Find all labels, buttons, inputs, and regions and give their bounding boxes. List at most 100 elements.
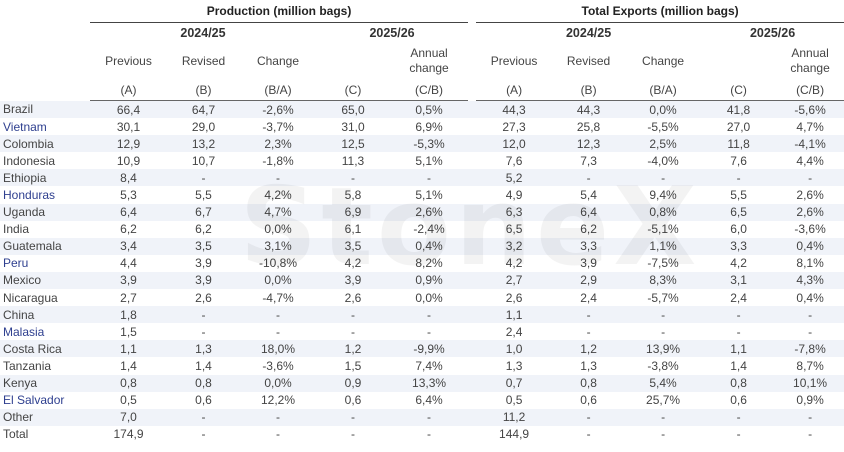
production-2025-26-cell: - — [351, 324, 355, 339]
production-2025-26-cell: 31,0 — [341, 119, 365, 134]
production-revised-cell: 10,7 — [191, 153, 216, 168]
country-label: Kenya — [0, 374, 90, 392]
exports-previous-cell: 0,7 — [476, 374, 553, 392]
production-2025-26-cell: - — [316, 169, 390, 187]
country-label: Guatemala — [0, 237, 90, 255]
exports-revised-cell: - — [552, 408, 626, 426]
production-revised-cell: 3,5 — [167, 237, 240, 255]
production-annual-change-cell: - — [390, 306, 469, 324]
code-b: (B) — [167, 80, 240, 101]
production-revised-cell: 6,7 — [167, 203, 240, 221]
exports-annual-change-cell: -3,6% — [794, 222, 826, 237]
production-revised-cell: 29,0 — [191, 119, 216, 134]
exports-2025-26-cell: - — [701, 169, 777, 187]
production-2025-26-cell: - — [351, 427, 355, 442]
production-2025-26-cell: 1,5 — [344, 358, 362, 373]
country-label: Other — [0, 408, 90, 426]
exports-revised-cell: 12,3 — [552, 135, 626, 153]
production-revised-cell: 3,9 — [195, 256, 212, 271]
country-label: El Salvador — [0, 391, 90, 409]
exports-2025-26-cell: 2,4 — [730, 290, 747, 305]
country-label: Costa Rica — [0, 340, 90, 358]
production-previous-cell: 1,4 — [120, 358, 137, 373]
exports-revised-cell: 1,2 — [552, 340, 626, 358]
exports-revised-cell: - — [552, 169, 626, 187]
col-previous: Previous — [490, 53, 538, 68]
exports-revised-cell: 5,4 — [580, 188, 597, 203]
production-annual-change-cell: 0,5% — [390, 100, 469, 119]
table-row: Brazil 66,4 64,7 -2,6% 65,0 0,5% 44,3 44,3 0,0% 4… — [0, 100, 844, 119]
production-revised-cell: 0,8 — [167, 374, 240, 392]
production-annual-change-cell: -2,4% — [413, 222, 445, 237]
production-2025-26-cell: 0,6 — [344, 393, 362, 408]
production-2025-26-cell: 12,5 — [316, 135, 390, 153]
exports-2025-26-cell: 1,1 — [701, 340, 777, 358]
production-previous-cell: 0,8 — [90, 374, 167, 392]
exports-revised-cell: - — [586, 324, 591, 339]
exports-change-cell: 5,4% — [625, 374, 702, 392]
exports-2025-26-cell: 0,6 — [730, 393, 747, 408]
production-previous-cell: 1,8 — [90, 306, 167, 324]
table-row: Costa Rica 1,1 1,3 18,0% 1,2 -9,9% 1,0 1,2 13,9%… — [0, 340, 844, 358]
code-ba: (B/A) — [240, 80, 316, 101]
country-label: Uganda — [0, 203, 90, 221]
country-label: Mexico — [0, 271, 90, 290]
production-revised-cell: 0,6 — [195, 393, 212, 408]
table-row: Vietnam 30,1 29,0 -3,7% 31,0 6,9% 27,3 25,8 -5,5… — [0, 118, 844, 136]
exports-annual-change-cell: - — [808, 324, 813, 339]
production-previous-cell: 7,0 — [90, 408, 167, 426]
exports-revised-cell: 1,3 — [580, 358, 597, 373]
exports-previous-cell: 6,3 — [476, 203, 553, 221]
exports-2025-26-cell: 3,3 — [701, 237, 777, 255]
exports-annual-change-cell: 0,9% — [796, 393, 824, 408]
exports-revised-cell: 25,8 — [576, 119, 601, 134]
production-previous-cell: 1,5 — [120, 324, 137, 339]
exports-2025-26-cell: 1,4 — [730, 358, 747, 373]
production-annual-change-cell: -5,3% — [390, 135, 469, 153]
production-revised-cell: 3,9 — [167, 271, 240, 290]
production-change-cell: -3,7% — [262, 119, 294, 134]
table-row: Nicaragua 2,7 2,6 -4,7% 2,6 0,0% 2,6 2,4 -5,7% 2,… — [0, 289, 844, 307]
exports-2025-26-cell: 4,2 — [730, 256, 747, 271]
col-change: Change — [256, 53, 300, 68]
exports-revised-cell: - — [552, 306, 626, 324]
production-revised-cell: - — [201, 324, 206, 339]
exports-annual-change-cell: -7,8% — [776, 340, 844, 358]
exports-annual-change-cell: - — [776, 169, 844, 187]
exports-2025-26-cell: 11,8 — [701, 135, 777, 153]
exports-revised-cell: 3,9 — [580, 256, 597, 271]
table-row: Peru 4,4 3,9 -10,8% 4,2 8,2% 4,2 3,9 -7,5% 4,2 8,1… — [0, 254, 844, 272]
production-2025-26-cell: - — [316, 306, 390, 324]
production-previous-cell: 6,4 — [90, 203, 167, 221]
production-2025-26-cell: 6,1 — [344, 222, 362, 237]
production-annual-change-cell: - — [390, 408, 469, 426]
production-revised-cell: 6,2 — [195, 222, 212, 237]
production-2025-26-cell: 2,6 — [344, 290, 362, 305]
production-previous-cell: 1,1 — [90, 340, 167, 358]
production-annual-change-cell: - — [427, 324, 432, 339]
col-annual-change: Annual change — [409, 46, 449, 75]
production-change-cell: -1,8% — [262, 153, 294, 168]
production-2025-26-cell: 0,9 — [316, 374, 390, 392]
exports-change-cell: 9,4% — [649, 188, 677, 203]
production-annual-change-cell: -9,9% — [390, 340, 469, 358]
code-b: (B) — [552, 80, 626, 101]
production-change-cell: 0,0% — [264, 222, 292, 237]
exports-annual-change-cell: 0,4% — [776, 237, 844, 255]
exports-revised-cell: 7,3 — [580, 153, 597, 168]
table-row: India 6,2 6,2 0,0% 6,1 -2,4% 6,5 6,2 -5,1% 6,0 -3,… — [0, 220, 844, 238]
production-2025-26-cell: 11,3 — [341, 153, 365, 168]
exports-year-prev: 2024/25 — [565, 25, 612, 40]
exports-change-cell: 1,1% — [625, 237, 702, 255]
exports-revised-cell: 44,3 — [552, 100, 626, 119]
exports-annual-change-cell: 8,1% — [796, 256, 824, 271]
exports-previous-cell: 1,3 — [505, 358, 523, 373]
production-change-cell: 18,0% — [240, 340, 316, 358]
production-2025-26-cell: 65,0 — [316, 100, 390, 119]
country-label: Total — [0, 425, 90, 443]
code-c: (C) — [316, 80, 390, 101]
production-2025-26-cell: 1,2 — [316, 340, 390, 358]
table-row: Other 7,0- - - -11,2- - - - — [0, 408, 844, 426]
exports-annual-change-cell: 2,6% — [776, 203, 844, 221]
